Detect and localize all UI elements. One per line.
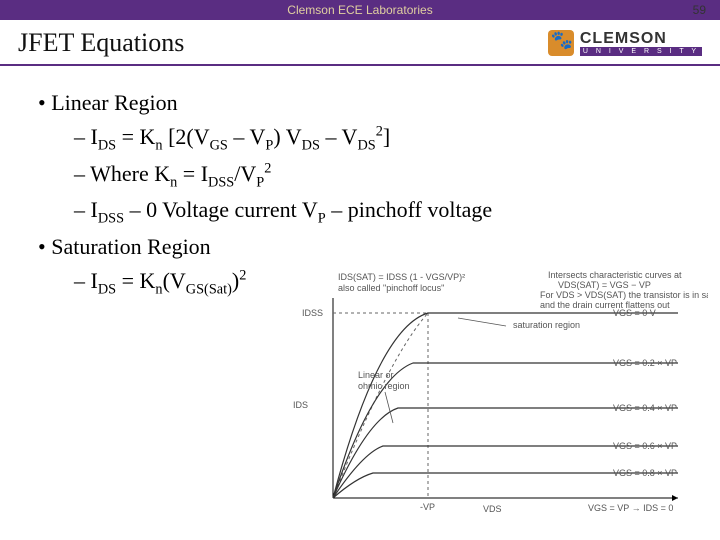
curve-lbl-0: VGS = 0 V — [613, 308, 656, 318]
lab-banner: Clemson ECE Laboratories — [0, 0, 720, 20]
logo-sub: U N I V E R S I T Y — [580, 47, 702, 56]
slide-title: JFET Equations — [18, 28, 184, 58]
page-number: 59 — [693, 3, 706, 17]
annot-tl2: also called "pinchoff locus" — [338, 283, 444, 293]
annot-tl1: IDS(SAT) = IDSS (1 - VGS/VP)² — [338, 272, 465, 282]
paw-icon — [548, 30, 574, 56]
y-axis-label: IDS — [293, 400, 308, 410]
jfet-characteristic-graph: IDS IDSS -VP VDS Linear or ohmic region … — [278, 268, 708, 528]
eq-linear-ids: – IDS = Kn [2(VGS – VP) VDS – VDS2] — [74, 120, 688, 157]
bottom-lbl: VGS = VP → IDS = 0 — [588, 503, 673, 513]
vds-label: VDS — [483, 504, 502, 514]
sat-label: saturation region — [513, 320, 580, 330]
vp-label: -VP — [420, 502, 435, 512]
bullet-linear: • Linear Region — [38, 86, 688, 120]
curve-lbl-4: VGS = 0.8 × VP — [613, 468, 677, 478]
linear-label-2: ohmic region — [358, 381, 410, 391]
curve-lbl-2: VGS = 0.4 × VP — [613, 403, 677, 413]
eq-kn: – Where Kn = IDSS/VP2 — [74, 157, 688, 194]
annot-tr2: VDS(SAT) = VGS − VP — [558, 280, 651, 290]
clemson-logo: CLEMSON U N I V E R S I T Y — [548, 30, 702, 56]
linear-label-1: Linear or — [358, 370, 394, 380]
eq-idss-def: – IDSS – 0 Voltage current VP – pinchoff… — [74, 193, 688, 230]
logo-text: CLEMSON U N I V E R S I T Y — [580, 31, 702, 56]
idss-label: IDSS — [302, 308, 323, 318]
title-bar: JFET Equations CLEMSON U N I V E R S I T… — [0, 20, 720, 66]
bullet-saturation: • Saturation Region — [38, 230, 688, 264]
graph-svg: IDS IDSS -VP VDS Linear or ohmic region … — [278, 268, 708, 528]
curve-lbl-1: VGS = 0.2 × VP — [613, 358, 677, 368]
annot-tr1: Intersects characteristic curves at — [548, 270, 682, 280]
annot-tr3: For VDS > VDS(SAT) the transistor is in … — [540, 290, 708, 300]
logo-main: CLEMSON — [580, 31, 702, 47]
curve-lbl-3: VGS = 0.6 × VP — [613, 441, 677, 451]
